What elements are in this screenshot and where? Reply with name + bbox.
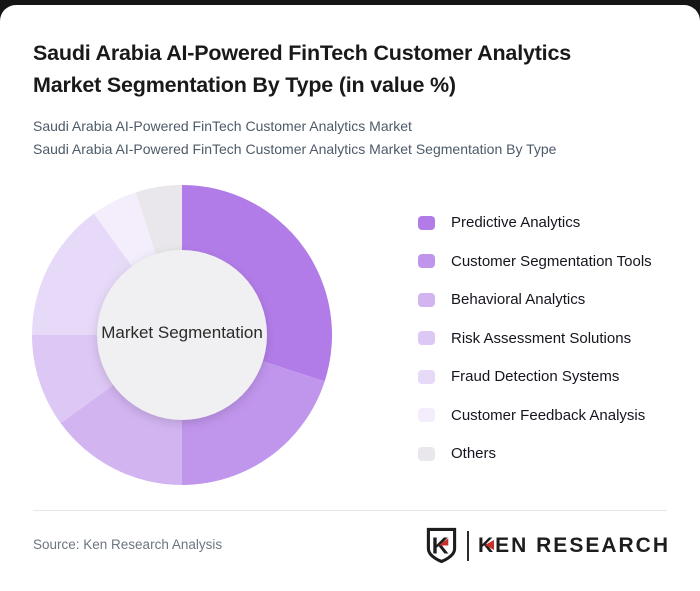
legend-swatch-icon [418, 254, 435, 268]
logo-k-triangle-icon [484, 539, 494, 550]
ken-research-emblem-icon: K [426, 527, 457, 564]
legend-item-risk-assessment-solutions[interactable]: Risk Assessment Solutions [418, 330, 652, 347]
legend-item-others[interactable]: Others [418, 445, 652, 462]
legend-label: Risk Assessment Solutions [451, 329, 632, 347]
ken-research-logo: K KEN RESEARCH [425, 527, 670, 564]
legend-item-customer-segmentation-tools[interactable]: Customer Segmentation Tools [418, 253, 652, 270]
legend-swatch-icon [418, 331, 435, 345]
source-text: Source: Ken Research Analysis [33, 537, 223, 552]
page-title-line-2: Market Segmentation By Type (in value %) [33, 72, 456, 97]
subtitle-line-1: Saudi Arabia AI-Powered FinTech Customer… [33, 118, 412, 134]
legend-item-fraud-detection-systems[interactable]: Fraud Detection Systems [418, 368, 652, 385]
logo-separator [466, 530, 469, 561]
legend-swatch-icon [418, 369, 435, 384]
legend-label: Others [451, 445, 497, 462]
legend-swatch-icon [418, 408, 435, 422]
donut-center-circle [97, 250, 267, 420]
legend: Predictive Analytics Customer Segmentatio… [418, 214, 652, 484]
legend-label: Behavioral Analytics [451, 291, 586, 308]
legend-item-predictive-analytics[interactable]: Predictive Analytics [418, 214, 652, 231]
legend-swatch-icon [418, 215, 435, 230]
legend-label: Predictive Analytics [451, 214, 581, 231]
logo-brand-text: KEN RESEARCH [477, 533, 670, 557]
legend-label: Customer Feedback Analysis [451, 406, 646, 424]
legend-label: Fraud Detection Systems [451, 368, 620, 385]
legend-item-customer-feedback-analysis[interactable]: Customer Feedback Analysis [418, 407, 652, 424]
legend-swatch-icon [418, 292, 435, 307]
donut-chart-area: Market Segmentation [17, 170, 347, 500]
donut-chart [32, 185, 333, 485]
legend-item-behavioral-analytics[interactable]: Behavioral Analytics [418, 291, 652, 308]
page-title-line-1: Saudi Arabia AI-Powered FinTech Customer… [33, 41, 571, 65]
legend-swatch-icon [418, 446, 435, 461]
donut-center-label: Market Segmentation [101, 323, 263, 342]
footer-divider [33, 510, 667, 511]
page-title: Saudi Arabia AI-Powered FinTech Customer… [33, 38, 681, 101]
legend-label: Customer Segmentation Tools [451, 252, 652, 270]
chart-card: Saudi Arabia AI-Powered FinTech Customer… [0, 5, 700, 591]
chart-subtitle: Saudi Arabia AI-Powered FinTech Customer… [33, 115, 556, 161]
subtitle-line-2: Saudi Arabia AI-Powered FinTech Customer… [33, 141, 557, 157]
